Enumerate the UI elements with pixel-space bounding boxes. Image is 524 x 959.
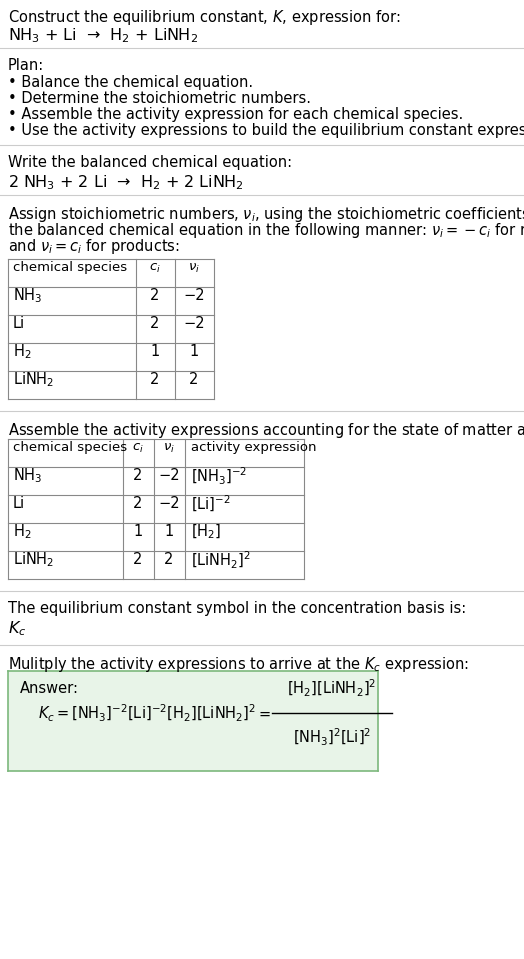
- Text: Li: Li: [13, 497, 25, 511]
- Text: $\nu_i$: $\nu_i$: [163, 441, 175, 455]
- Text: Answer:: Answer:: [20, 681, 79, 696]
- Text: H$_2$: H$_2$: [13, 523, 31, 541]
- Text: chemical species: chemical species: [13, 441, 127, 455]
- Text: The equilibrium constant symbol in the concentration basis is:: The equilibrium constant symbol in the c…: [8, 601, 466, 616]
- Text: [LiNH$_2$]$^2$: [LiNH$_2$]$^2$: [191, 550, 250, 571]
- Text: Li: Li: [13, 316, 25, 332]
- Text: 2: 2: [150, 289, 160, 303]
- Text: 1: 1: [189, 344, 199, 360]
- Text: • Determine the stoichiometric numbers.: • Determine the stoichiometric numbers.: [8, 91, 311, 106]
- Text: $=$: $=$: [256, 706, 271, 720]
- Text: • Assemble the activity expression for each chemical species.: • Assemble the activity expression for e…: [8, 107, 463, 122]
- Text: • Use the activity expressions to build the equilibrium constant expression.: • Use the activity expressions to build …: [8, 123, 524, 138]
- Text: 2: 2: [189, 372, 199, 387]
- Text: 2: 2: [150, 372, 160, 387]
- Text: [NH$_3$]$^{-2}$: [NH$_3$]$^{-2}$: [191, 465, 247, 486]
- Text: 1: 1: [150, 344, 160, 360]
- Text: and $\nu_i = c_i$ for products:: and $\nu_i = c_i$ for products:: [8, 237, 180, 256]
- Text: $[\mathrm{H}_2][\mathrm{LiNH}_2]^2$: $[\mathrm{H}_2][\mathrm{LiNH}_2]^2$: [287, 678, 377, 699]
- Text: 2 NH$_3$ + 2 Li  →  H$_2$ + 2 LiNH$_2$: 2 NH$_3$ + 2 Li → H$_2$ + 2 LiNH$_2$: [8, 173, 244, 192]
- Text: LiNH$_2$: LiNH$_2$: [13, 550, 54, 570]
- Text: −2: −2: [183, 316, 205, 332]
- Text: Mulitply the activity expressions to arrive at the $K_c$ expression:: Mulitply the activity expressions to arr…: [8, 655, 469, 674]
- Text: 1: 1: [134, 525, 143, 540]
- Text: 2: 2: [150, 316, 160, 332]
- Text: $K_c$: $K_c$: [8, 619, 26, 638]
- Text: Construct the equilibrium constant, $K$, expression for:: Construct the equilibrium constant, $K$,…: [8, 8, 401, 27]
- Text: [Li]$^{-2}$: [Li]$^{-2}$: [191, 494, 231, 514]
- Text: NH$_3$: NH$_3$: [13, 287, 42, 305]
- Text: Assign stoichiometric numbers, $\nu_i$, using the stoichiometric coefficients, $: Assign stoichiometric numbers, $\nu_i$, …: [8, 205, 524, 224]
- Text: $c_i$: $c_i$: [132, 441, 144, 455]
- Text: −2: −2: [183, 289, 205, 303]
- Text: $\nu_i$: $\nu_i$: [188, 262, 200, 274]
- Text: • Balance the chemical equation.: • Balance the chemical equation.: [8, 75, 253, 90]
- Text: NH$_3$: NH$_3$: [13, 467, 42, 485]
- Text: $c_i$: $c_i$: [149, 262, 161, 274]
- Text: 2: 2: [133, 552, 143, 568]
- Text: −2: −2: [158, 469, 180, 483]
- Text: Assemble the activity expressions accounting for the state of matter and $\nu_i$: Assemble the activity expressions accoun…: [8, 421, 524, 440]
- Text: activity expression: activity expression: [191, 441, 316, 455]
- Text: 1: 1: [165, 525, 173, 540]
- Text: chemical species: chemical species: [13, 262, 127, 274]
- Text: 2: 2: [133, 469, 143, 483]
- Text: NH$_3$ + Li  →  H$_2$ + LiNH$_2$: NH$_3$ + Li → H$_2$ + LiNH$_2$: [8, 26, 198, 45]
- Text: −2: −2: [158, 497, 180, 511]
- Text: Plan:: Plan:: [8, 58, 44, 73]
- Text: $K_c = [\mathrm{NH}_3]^{-2}[\mathrm{Li}]^{-2}[\mathrm{H}_2][\mathrm{LiNH}_2]^2$: $K_c = [\mathrm{NH}_3]^{-2}[\mathrm{Li}]…: [38, 702, 256, 723]
- Text: [H$_2$]: [H$_2$]: [191, 523, 221, 541]
- Text: $[\mathrm{NH}_3]^2[\mathrm{Li}]^2$: $[\mathrm{NH}_3]^2[\mathrm{Li}]^2$: [293, 727, 371, 748]
- Text: 2: 2: [133, 497, 143, 511]
- Text: the balanced chemical equation in the following manner: $\nu_i = -c_i$ for react: the balanced chemical equation in the fo…: [8, 221, 524, 240]
- Text: 2: 2: [165, 552, 173, 568]
- Text: LiNH$_2$: LiNH$_2$: [13, 370, 54, 389]
- Text: H$_2$: H$_2$: [13, 342, 31, 362]
- Text: Write the balanced chemical equation:: Write the balanced chemical equation:: [8, 155, 292, 170]
